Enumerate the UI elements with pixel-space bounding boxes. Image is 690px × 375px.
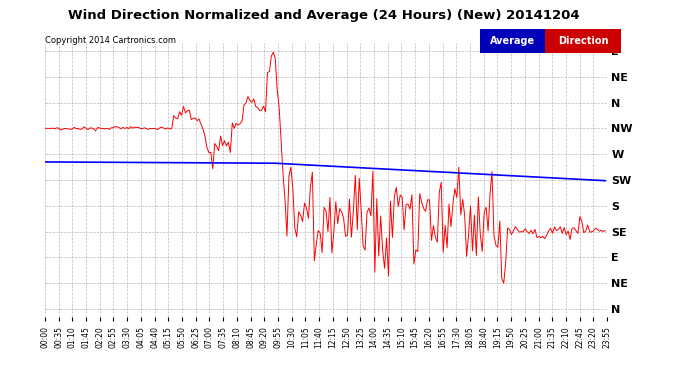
Text: Average: Average xyxy=(490,36,535,46)
Text: Direction: Direction xyxy=(558,36,609,46)
Text: Wind Direction Normalized and Average (24 Hours) (New) 20141204: Wind Direction Normalized and Average (2… xyxy=(68,9,580,22)
Text: Copyright 2014 Cartronics.com: Copyright 2014 Cartronics.com xyxy=(45,36,176,45)
